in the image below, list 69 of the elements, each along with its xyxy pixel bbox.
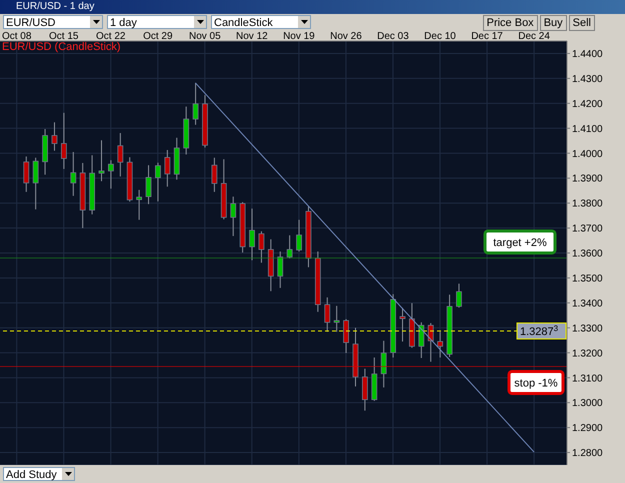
x-tick-label: Dec 17	[471, 31, 504, 42]
y-tick-label: 1.4400	[572, 49, 604, 60]
text: Sell	[568, 15, 595, 31]
candlestick	[192, 82, 198, 126]
x-tick-label: Dec 03	[377, 31, 410, 42]
candlestick	[146, 164, 152, 205]
y-tick-label: 1.3300	[572, 323, 604, 334]
candlestick	[400, 307, 406, 342]
y-tick-label: 1.4200	[572, 98, 604, 110]
y-tick-label: 1.4000	[572, 148, 604, 160]
candlestick	[136, 189, 142, 220]
x-tick-label: Oct 29	[143, 31, 173, 42]
x-tick-label: Oct 15	[49, 31, 79, 42]
text: EUR/USD	[6, 16, 56, 29]
y-tick-label: 1.3600	[572, 248, 604, 260]
text: Buy	[540, 15, 567, 31]
y-tick-label: 1.4300	[572, 74, 604, 85]
text: Add Study	[6, 468, 57, 481]
candlestick	[70, 151, 76, 196]
candlestick	[362, 368, 368, 412]
x-tick-label: Nov 12	[236, 31, 268, 42]
candlestick	[23, 156, 30, 192]
candlestick	[249, 208, 255, 261]
y-tick-label: 1.3000	[572, 398, 604, 410]
candlestick	[296, 219, 302, 252]
candlestick	[108, 160, 114, 190]
x-tick-label: Dec 10	[424, 31, 456, 42]
x-tick-label: Oct 22	[96, 31, 126, 42]
candlestick	[334, 305, 340, 332]
y-tick-label: 1.3800	[572, 198, 604, 210]
y-tick-label: 1.4100	[572, 124, 604, 135]
x-tick-label: Oct 08	[2, 31, 32, 42]
y-tick-label: 1.3700	[572, 224, 604, 235]
chart-title: EUR/USD (CandleStick)	[2, 41, 121, 53]
candlestick	[60, 112, 67, 170]
text: CandleStick	[214, 16, 273, 29]
candlestick	[98, 140, 104, 182]
candlestick	[343, 318, 349, 354]
candlestick	[380, 340, 387, 388]
y-tick-label: 1.3400	[572, 298, 604, 310]
ref-line-label: target +2%	[493, 236, 547, 249]
candlestick	[52, 122, 58, 152]
x-tick-label: Nov 05	[188, 31, 222, 42]
candlestick	[211, 157, 218, 192]
ref-line-label: 1.3287$^{3}$	[520, 323, 559, 338]
candlestick	[437, 331, 444, 358]
ref-line-label: stop -1%	[514, 377, 558, 390]
candlestick	[32, 157, 39, 210]
candlestick	[117, 132, 124, 177]
candlestick	[456, 283, 462, 308]
y-tick-label: 1.3900	[572, 174, 604, 185]
x-tick-label: Nov 26	[330, 31, 362, 42]
candlestick	[277, 251, 284, 288]
x-tick-label: Nov 19	[283, 31, 316, 42]
y-tick-label: 1.3500	[572, 273, 604, 284]
candlestick	[286, 234, 293, 259]
x-tick-label: Dec 24	[518, 31, 550, 42]
y-tick-label: 1.3200	[572, 348, 604, 360]
text: Price Box	[482, 15, 538, 31]
text: 1 day	[110, 16, 137, 29]
candlestick	[230, 196, 236, 237]
y-tick-label: 1.3100	[572, 373, 604, 384]
candlestick	[258, 230, 264, 264]
y-tick-label: 1.2900	[572, 423, 604, 434]
candlestick	[155, 162, 161, 202]
y-tick-label: 1.2800	[572, 448, 604, 460]
candlestick	[164, 149, 170, 188]
candlestick	[324, 296, 330, 332]
chart-subtitle: EUR/USD - 1 day	[0, 0, 625, 14]
